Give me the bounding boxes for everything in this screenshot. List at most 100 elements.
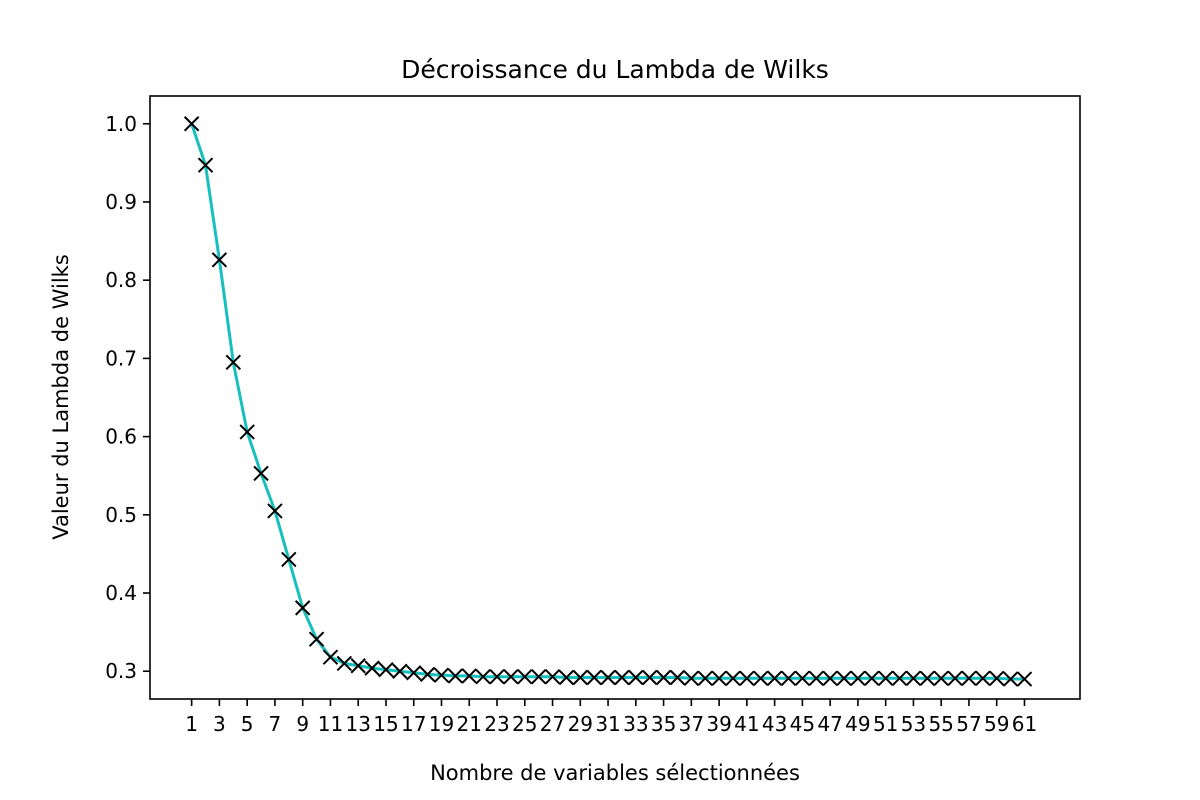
data-point-38: [697, 670, 713, 686]
data-point-stroke: [808, 670, 824, 686]
axes-layer: 1 3 5 7 9 11 13 15 17 19 21 23 25 27 29 31 33 35 37 39 41 43 4…: [105, 95, 1081, 736]
data-point-stroke: [739, 670, 755, 686]
data-point-stroke: [1002, 671, 1019, 687]
data-point-stroke: [655, 669, 672, 686]
x-tick-label: 49: [845, 712, 870, 736]
data-point-36: [669, 669, 686, 686]
data-point-stroke: [433, 667, 450, 683]
x-tick-label: 9: [296, 712, 309, 736]
data-point-stroke: [572, 669, 589, 686]
data-point-2: [197, 157, 214, 173]
x-tick-label: 55: [928, 712, 953, 736]
data-point-stroke: [905, 670, 922, 686]
data-point-stroke: [419, 666, 436, 683]
data-point-stroke: [322, 649, 339, 665]
data-point-stroke: [822, 670, 838, 686]
data-point-52: [891, 670, 908, 686]
data-point-stroke: [267, 503, 283, 519]
data-point-stroke: [197, 157, 214, 173]
data-point-60: [1002, 671, 1019, 687]
data-point-stroke: [683, 670, 700, 686]
data-point-stroke: [489, 669, 505, 685]
data-point-54: [919, 670, 936, 686]
x-tick-label: 13: [345, 712, 370, 736]
data-point-stroke: [836, 670, 852, 686]
x-tick-label: 39: [706, 712, 731, 736]
data-point-stroke: [461, 668, 477, 684]
chart-title: Décroissance du Lambda de Wilks: [401, 55, 829, 84]
data-point-stroke: [183, 116, 200, 132]
data-point-34: [641, 669, 658, 686]
x-tick-label: 51: [873, 712, 898, 736]
x-tick-label: 35: [651, 712, 676, 736]
data-point-33: [628, 669, 644, 686]
data-point-6: [253, 465, 269, 482]
data-point-51: [877, 670, 894, 686]
x-tick-label: 45: [790, 712, 815, 736]
data-point-stroke: [294, 600, 311, 616]
data-point-29: [572, 669, 589, 686]
x-tick-label: 57: [956, 712, 981, 736]
x-tick-label: 3: [213, 712, 226, 736]
data-point-stroke: [308, 631, 325, 647]
data-point-19: [433, 667, 450, 683]
y-tick-label: 1.0: [105, 112, 137, 136]
data-point-stroke: [975, 670, 991, 686]
data-point-stroke: [336, 655, 353, 672]
data-point-stroke: [225, 354, 241, 371]
data-point-stroke: [947, 670, 963, 686]
data-point-18: [419, 666, 436, 683]
data-point-16: [392, 663, 408, 679]
data-point-7: [267, 503, 283, 519]
x-tick-label: 5: [241, 712, 254, 736]
data-point-stroke: [586, 669, 602, 686]
data-point-11: [322, 649, 339, 665]
data-point-43: [766, 670, 783, 686]
data-point-stroke: [697, 670, 713, 686]
data-point-stroke: [211, 252, 228, 268]
data-point-61: [1016, 671, 1033, 687]
data-point-stroke: [766, 670, 783, 686]
x-tick-label: 53: [901, 712, 926, 736]
data-point-stroke: [544, 669, 561, 685]
data-point-stroke: [253, 465, 269, 482]
y-tick-label: 0.8: [105, 268, 137, 292]
data-point-27: [544, 669, 561, 685]
data-point-1: [183, 116, 200, 132]
data-point-stroke: [711, 670, 727, 686]
data-point-49: [850, 670, 866, 686]
data-point-stroke: [794, 670, 811, 686]
data-point-35: [655, 669, 672, 686]
data-point-25: [517, 669, 533, 685]
data-point-26: [530, 669, 547, 685]
data-point-57: [961, 670, 977, 686]
y-tick-label: 0.3: [105, 659, 137, 683]
data-point-stroke: [517, 669, 533, 685]
data-point-13: [350, 658, 366, 674]
data-point-46: [808, 670, 824, 686]
data-point-stroke: [378, 661, 394, 678]
data-point-stroke: [406, 665, 422, 681]
data-point-17: [406, 665, 422, 681]
plot-frame: [149, 95, 1081, 700]
x-tick-label: 59: [984, 712, 1009, 736]
x-tick-label: 47: [817, 712, 842, 736]
data-point-stroke: [850, 670, 866, 686]
x-tick-label: 37: [679, 712, 704, 736]
data-point-39: [711, 670, 727, 686]
data-point-53: [905, 670, 922, 686]
data-point-37: [683, 670, 700, 686]
data-point-15: [378, 661, 394, 678]
y-tick-label: 0.4: [105, 581, 137, 605]
data-point-stroke: [877, 670, 894, 686]
data-point-59: [989, 670, 1005, 686]
x-tick-label: 17: [401, 712, 426, 736]
data-point-stroke: [864, 670, 880, 686]
marks-layer: [183, 116, 1033, 687]
x-tick-label: 23: [484, 712, 509, 736]
data-point-50: [864, 670, 880, 686]
y-axis-label: Valeur du Lambda de Wilks: [49, 254, 73, 540]
data-point-31: [600, 669, 616, 686]
x-tick-label: 1: [185, 712, 198, 736]
